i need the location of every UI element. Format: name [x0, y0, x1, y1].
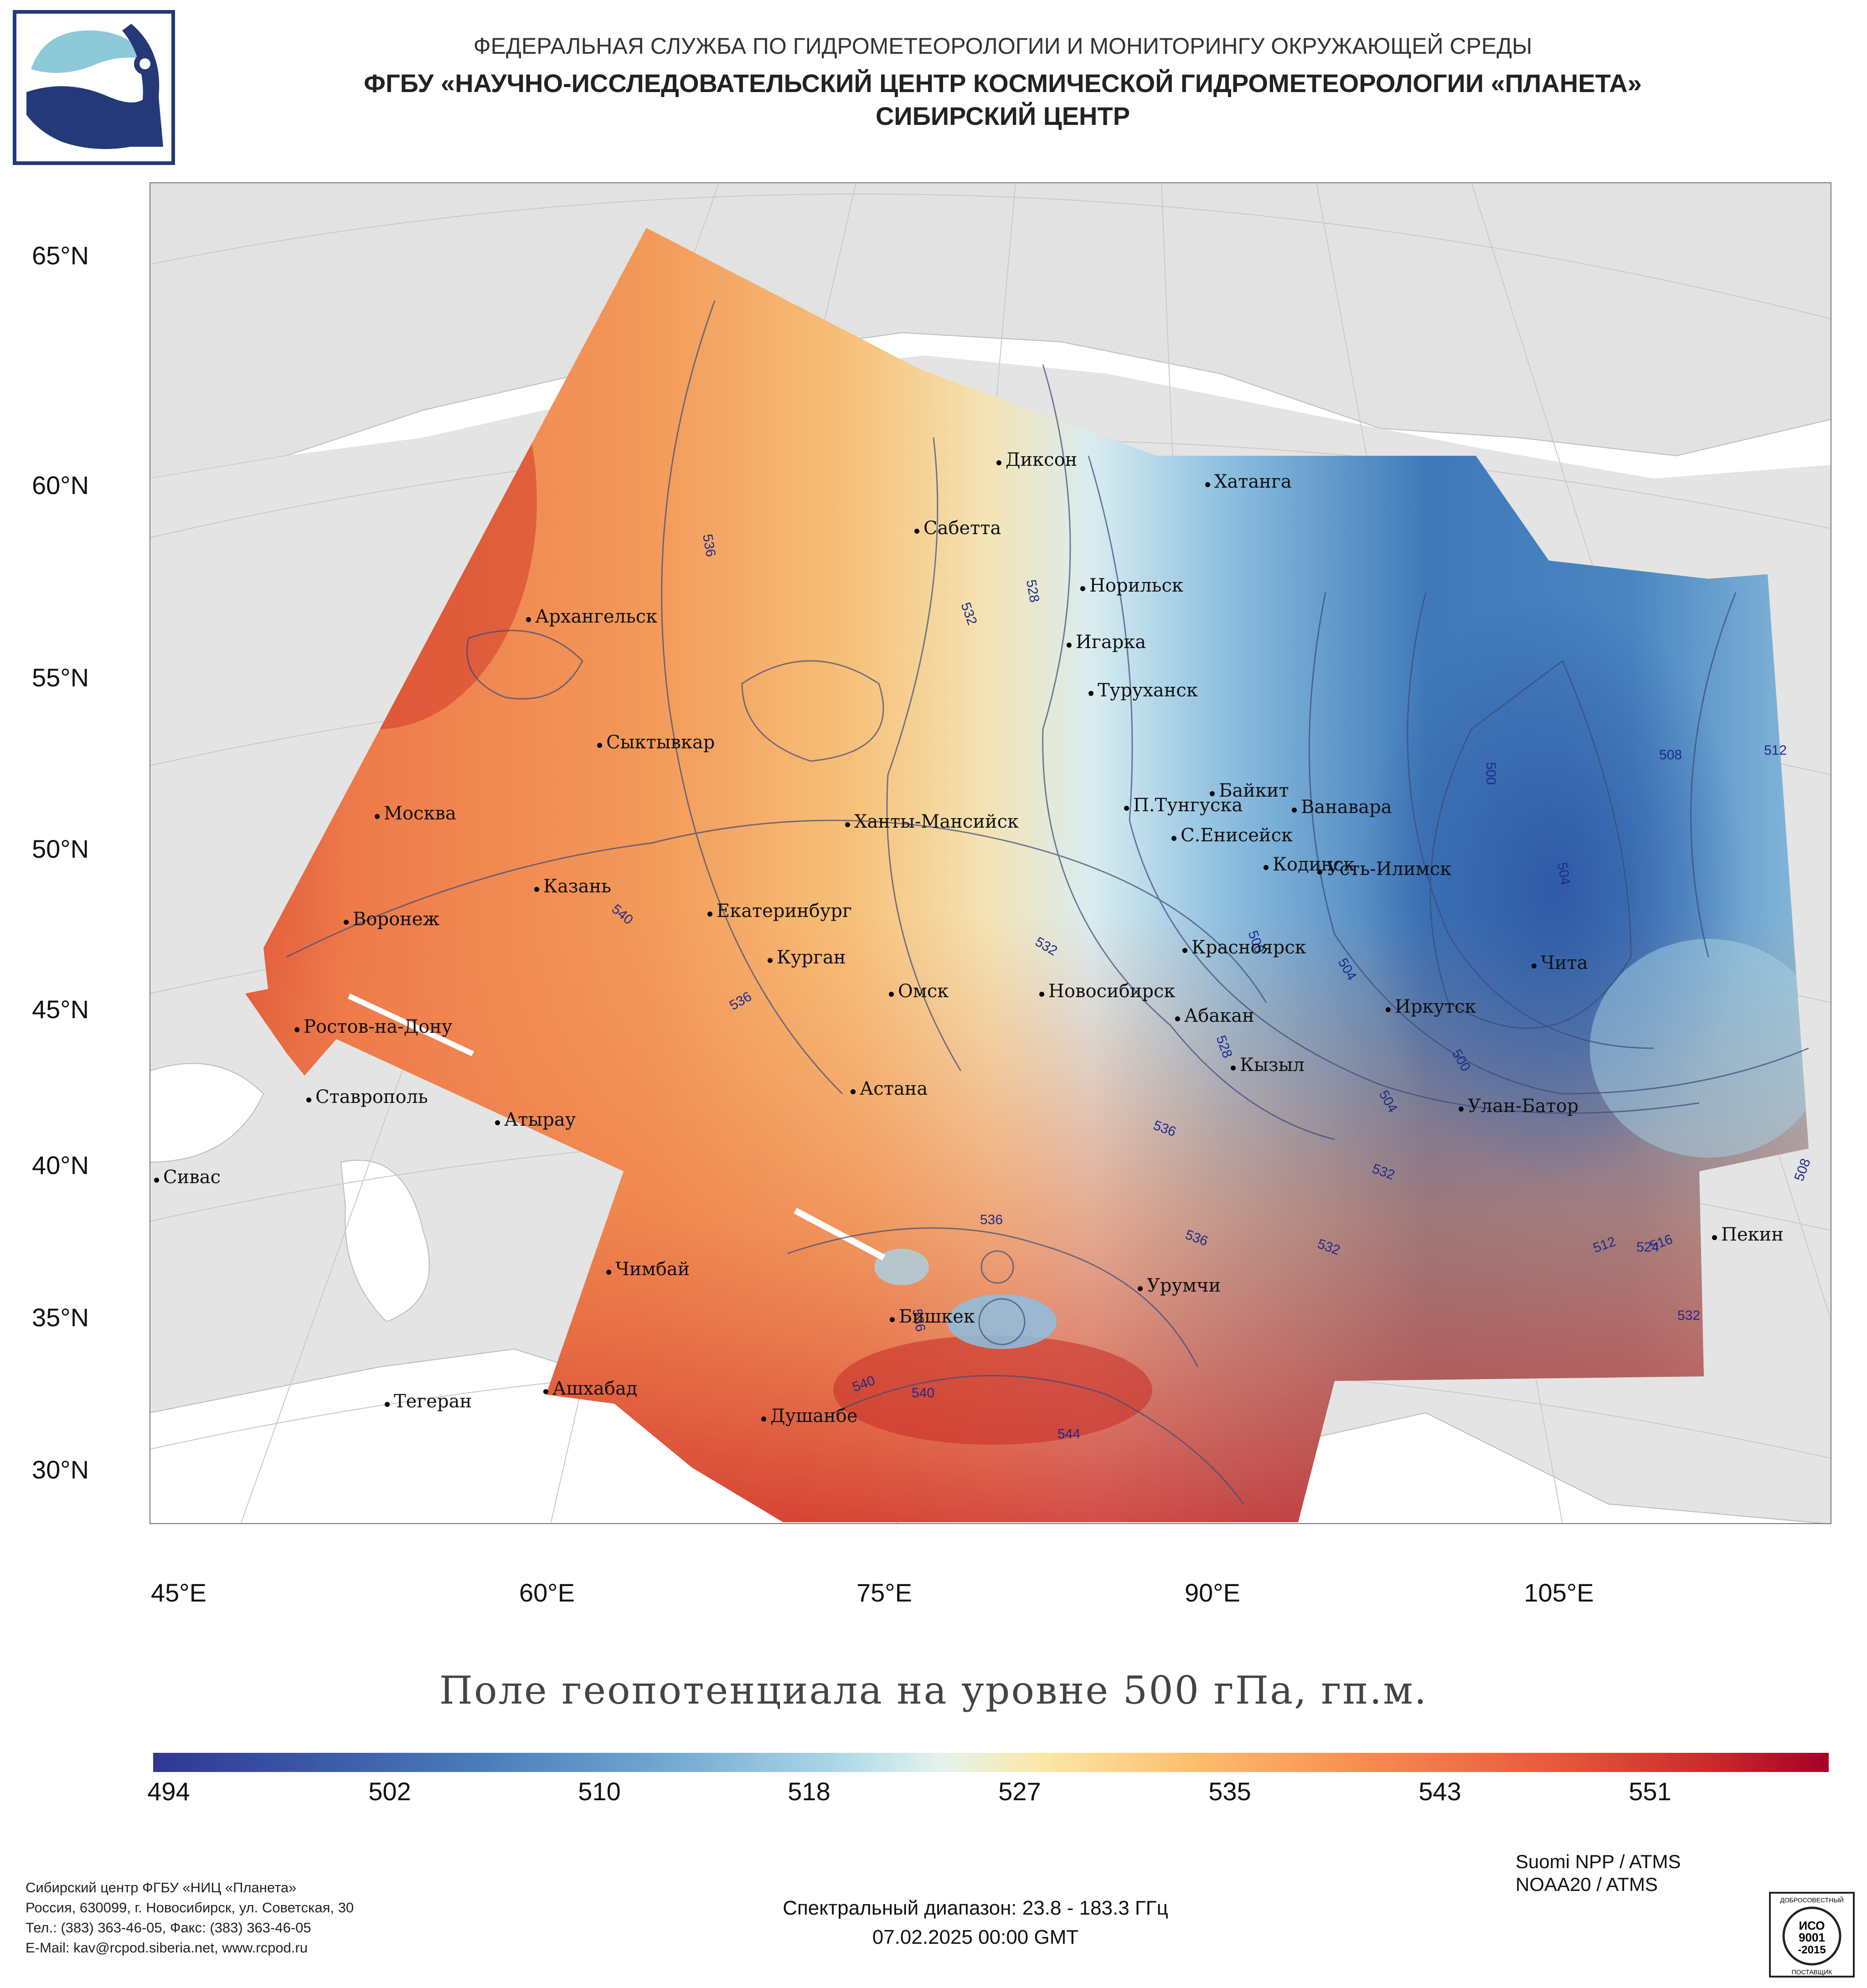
map-frame: [150, 182, 1831, 1524]
city-label: Тегеран: [384, 1391, 472, 1412]
lon-label-90: 90°E: [1184, 1578, 1241, 1607]
satellite-2: NOAA20 / ATMS: [1516, 1874, 1658, 1895]
contour-label: 536: [980, 1212, 1003, 1227]
contour-label: 540: [912, 1385, 935, 1401]
product-info: Спектральный диапазон: 23.8 - 183.3 ГГц …: [456, 1894, 1495, 1952]
lat-label-60: 60°N: [32, 471, 89, 500]
city-label: С.Енисейск: [1171, 825, 1293, 846]
city-label: Улан-Батор: [1458, 1096, 1579, 1117]
contour-label: 512: [1764, 743, 1787, 758]
badge-bottom-text: ПОСТАВЩИК: [1792, 1968, 1833, 1976]
colorbar-tick: 535: [1208, 1777, 1251, 1806]
city-label: П.Тунгуска: [1124, 795, 1243, 816]
city-label: Сабетта: [914, 518, 1001, 539]
city-label: Ханты-Мансийск: [845, 811, 1019, 832]
satellite-info: Suomi NPP / ATMS NOAA20 / ATMS: [1516, 1850, 1681, 1896]
colorbar-tick: 502: [368, 1777, 411, 1806]
city-label: Ашхабад: [543, 1378, 638, 1399]
badge-line3: -2015: [1798, 1944, 1826, 1956]
colorbar-tick: 543: [1418, 1777, 1461, 1806]
city-label: Екатеринбург: [707, 901, 852, 922]
lon-label-105: 105°E: [1524, 1578, 1594, 1607]
lon-label-75: 75°E: [856, 1578, 913, 1607]
city-label: Сивас: [154, 1167, 221, 1188]
contour-label: 500: [1483, 762, 1499, 785]
datetime: 07.02.2025 00:00 GMT: [872, 1926, 1079, 1948]
colorbar-tick: 527: [998, 1777, 1041, 1806]
city-label: Байкит: [1210, 780, 1289, 801]
badge-line1: ИСО: [1799, 1919, 1825, 1932]
city-label: Омск: [888, 981, 949, 1002]
map-title: Поле геопотенциала на уровне 500 гПа, гп…: [439, 1668, 1428, 1713]
org-name: Сибирский центр ФГБУ «НИЦ «Планета»: [26, 1880, 297, 1895]
city-label: Курган: [768, 947, 846, 968]
colorbar: [153, 1753, 1829, 1772]
badge-top-text: ДОБРОСОВЕСТНЫЙ: [1780, 1896, 1844, 1904]
iso-badge-icon: ДОБРОСОВЕСТНЫЙ ИСО 9001 -2015 ПОСТАВЩИК: [1769, 1892, 1855, 1978]
city-label: Ростов-на-Дону: [294, 1016, 453, 1037]
colorbar-tick: 551: [1629, 1777, 1671, 1806]
lat-label-35: 35°N: [32, 1303, 89, 1332]
satellite-1: Suomi NPP / ATMS: [1516, 1851, 1681, 1872]
lat-label-50: 50°N: [32, 834, 89, 863]
agency-title: ФЕДЕРАЛЬНАЯ СЛУЖБА ПО ГИДРОМЕТЕОРОЛОГИИ …: [473, 33, 1532, 59]
contour-label: 508: [1659, 747, 1682, 762]
contour-label: 532: [1677, 1308, 1701, 1323]
city-label: Норильск: [1080, 575, 1183, 596]
city-label: Диксон: [996, 449, 1078, 470]
contour-label: 524: [1636, 1240, 1660, 1255]
city-label: Сыктывкар: [597, 732, 715, 753]
city-label: Урумчи: [1137, 1275, 1221, 1296]
city-label: Чимбай: [606, 1259, 690, 1280]
address: Россия, 630099, г. Новосибирск, ул. Сове…: [26, 1900, 354, 1916]
lat-label-55: 55°N: [32, 663, 89, 692]
city-label: Астана: [850, 1078, 928, 1099]
city-label: Хатанга: [1205, 471, 1292, 492]
city-label: Архангельск: [526, 606, 658, 627]
city-label: Атырау: [495, 1109, 576, 1130]
city-label: Игарка: [1066, 632, 1146, 653]
lat-label-40: 40°N: [32, 1151, 89, 1179]
planeta-logo: [13, 10, 175, 165]
city-label: Бишкек: [890, 1306, 975, 1327]
contour-label: 544: [1057, 1427, 1081, 1442]
city-label: Усть-Илимск: [1317, 859, 1452, 880]
colorbar-tick: 494: [147, 1777, 190, 1806]
lon-label-60: 60°E: [519, 1578, 575, 1607]
city-label: Кодинск: [1263, 854, 1355, 875]
spectral-range: Спектральный диапазон: 23.8 - 183.3 ГГц: [783, 1897, 1168, 1919]
city-label: Душанбе: [761, 1406, 858, 1427]
city-label: Абакан: [1175, 1005, 1254, 1026]
email: E-Mail: kav@rcpod.siberia.net, www.rcpod…: [26, 1940, 308, 1956]
city-label: Воронеж: [343, 909, 440, 930]
city-label: Красноярск: [1182, 937, 1306, 958]
city-label: Кызыл: [1231, 1055, 1305, 1076]
branch-title: СИБИРСКИЙ ЦЕНТР: [875, 102, 1130, 130]
city-label: Туруханск: [1088, 680, 1198, 701]
colorbar-tick: 510: [578, 1777, 621, 1806]
city-label: Чита: [1532, 953, 1588, 973]
city-label: Москва: [375, 803, 456, 824]
lat-label-65: 65°N: [32, 241, 89, 270]
city-label: Ставрополь: [306, 1087, 428, 1107]
city-label: Пекин: [1712, 1224, 1784, 1245]
colorbar-tick: 518: [788, 1777, 830, 1806]
contact-block: Сибирский центр ФГБУ «НИЦ «Планета» Росс…: [26, 1878, 354, 1958]
badge-line2: 9001: [1799, 1931, 1825, 1944]
lon-label-45: 45°E: [150, 1578, 207, 1607]
city-label: Новосибирск: [1039, 981, 1176, 1002]
lat-label-30: 30°N: [32, 1455, 89, 1484]
geopotential-map: [150, 182, 1831, 1524]
phones: Тел.: (383) 363-46-05, Факс: (383) 363-4…: [26, 1920, 311, 1936]
city-label: Иркутск: [1386, 996, 1476, 1017]
city-label: Казань: [534, 876, 611, 897]
center-title: ФГБУ «НАУЧНО-ИССЛЕДОВАТЕЛЬСКИЙ ЦЕНТР КОС…: [364, 69, 1642, 98]
city-label: Ванавара: [1292, 797, 1392, 818]
lat-label-45: 45°N: [32, 995, 89, 1024]
